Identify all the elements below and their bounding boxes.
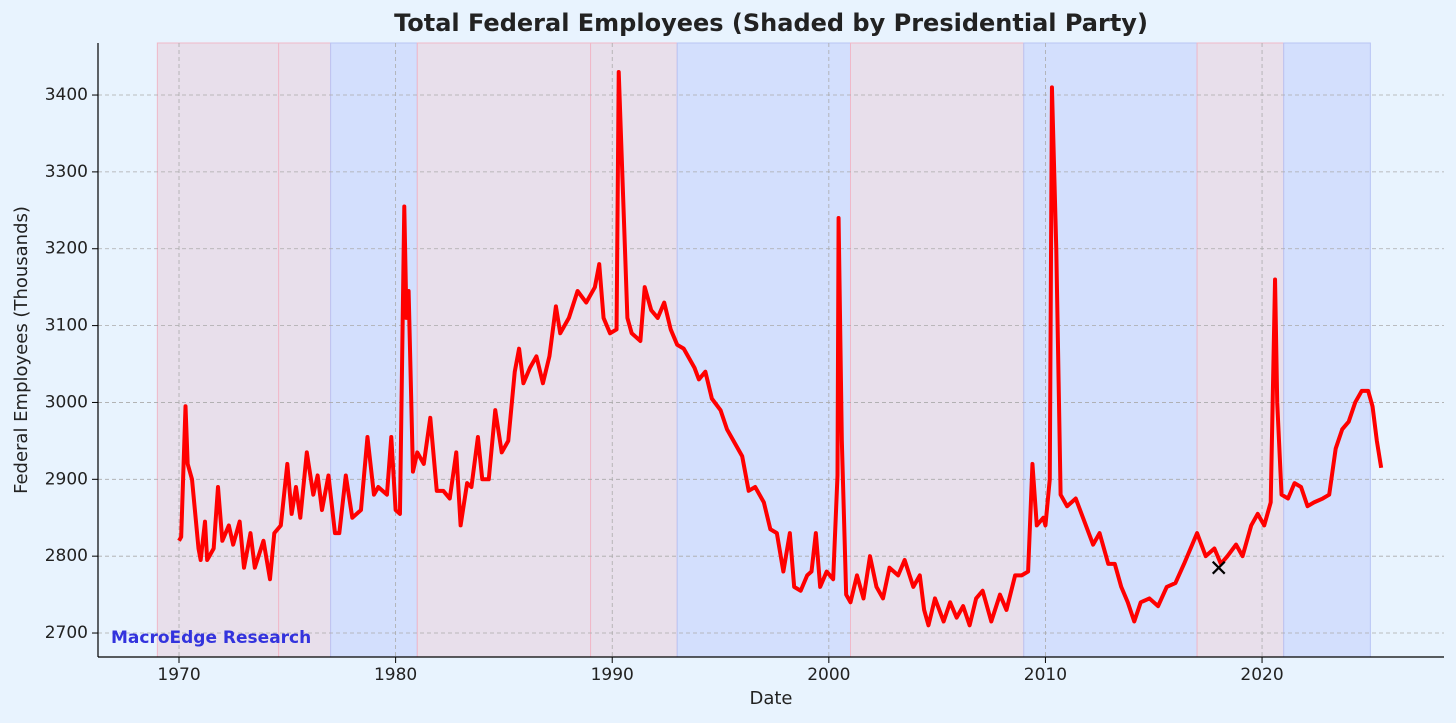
chart-title: Total Federal Employees (Shaded by Presi…: [394, 9, 1148, 37]
y-tick-label: 3300: [45, 162, 88, 182]
x-axis-label: Date: [749, 688, 792, 709]
party-band: [590, 42, 678, 658]
y-tick-label: 2900: [45, 469, 88, 489]
party-band: [676, 42, 851, 658]
x-tick-label: 1990: [591, 665, 634, 685]
x-tick-label: 2010: [1024, 665, 1067, 685]
point-marker: [1211, 560, 1226, 575]
x-tick-label: 2000: [807, 665, 850, 685]
y-axis-label: Federal Employees (Thousands): [11, 206, 32, 494]
party-band: [330, 42, 418, 658]
party-band: [416, 42, 592, 658]
party-band: [1196, 42, 1285, 658]
y-tick-label: 2800: [45, 546, 88, 566]
y-tick-label: 3000: [45, 392, 88, 412]
x-tick-label: 1970: [157, 665, 200, 685]
party-band: [278, 42, 332, 658]
x-tick-label: 2020: [1240, 665, 1283, 685]
y-tick-label: 3100: [45, 316, 88, 336]
x-tick-label: 1980: [374, 665, 417, 685]
party-band: [849, 42, 1025, 658]
party-band: [1283, 42, 1371, 658]
y-tick-label: 3400: [45, 85, 88, 105]
party-band: [156, 42, 280, 658]
watermark: MacroEdge Research: [111, 628, 311, 648]
y-tick-label: 2700: [45, 623, 88, 643]
y-tick-label: 3200: [45, 239, 88, 259]
data-line: [177, 69, 1384, 628]
